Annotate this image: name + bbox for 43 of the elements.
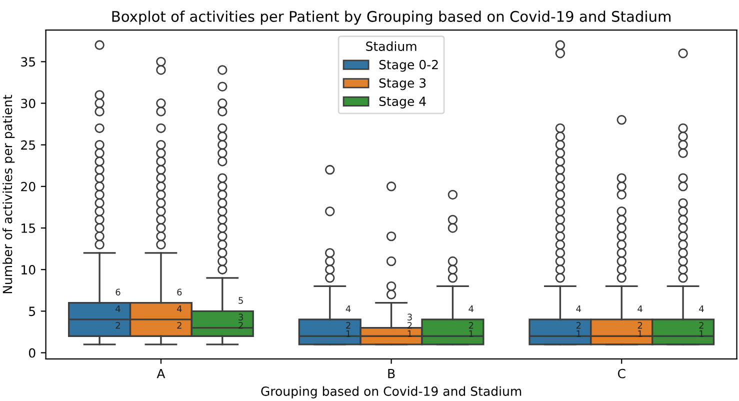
y-tick-label: 0 <box>28 348 36 358</box>
text: 4 <box>116 305 120 312</box>
text: 4 <box>699 305 704 312</box>
text: 4 <box>176 305 182 312</box>
text: 2 <box>468 322 474 329</box>
text: 1 <box>346 330 350 337</box>
y-tick-label: 20 <box>21 182 36 192</box>
text: 6 <box>116 288 120 296</box>
x-axis-title: Grouping based on Covid-19 and Stadium <box>261 386 522 398</box>
text: 1 <box>576 330 581 337</box>
text: 1 <box>700 330 704 337</box>
y-tick-label: 35 <box>21 57 36 67</box>
text: 4 <box>468 305 474 312</box>
text: 1 <box>469 330 474 337</box>
legend-label: Stage 4 <box>379 96 426 108</box>
text: 2 <box>346 322 350 329</box>
x-tick-label: C <box>618 368 626 378</box>
text: 4 <box>346 305 351 312</box>
text: 3 <box>238 314 243 320</box>
text: 2 <box>638 322 642 329</box>
text: 5 <box>238 297 243 304</box>
text: 4 <box>638 305 642 312</box>
y-tick-label: 10 <box>22 265 36 275</box>
y-tick-label: 15 <box>22 224 36 233</box>
text: 2 <box>177 322 182 329</box>
text: 4 <box>576 305 581 312</box>
x-tick-label: B <box>388 369 395 378</box>
chart-title: Boxplot of activities per Patient by Grouping based on Covid-19 and Stadium <box>112 10 670 25</box>
y-axis-title: Number of activities per patient <box>2 94 15 294</box>
text: 2 <box>576 322 581 329</box>
y-tick-label: 30 <box>21 98 36 108</box>
text: 6 <box>177 288 182 296</box>
legend-title: Stadium <box>366 41 416 51</box>
text: 1 <box>638 330 642 337</box>
text: 1 <box>408 330 412 337</box>
y-tick-label: 25 <box>21 140 36 150</box>
y-tick-label: 5 <box>29 306 36 316</box>
legend-label: Stage 0-2 <box>379 60 438 72</box>
x-tick-label: A <box>156 369 166 378</box>
text: 3 <box>408 314 412 320</box>
legend-label: Stage 3 <box>379 78 426 90</box>
text: 2 <box>699 322 704 329</box>
text: 2 <box>116 322 120 329</box>
